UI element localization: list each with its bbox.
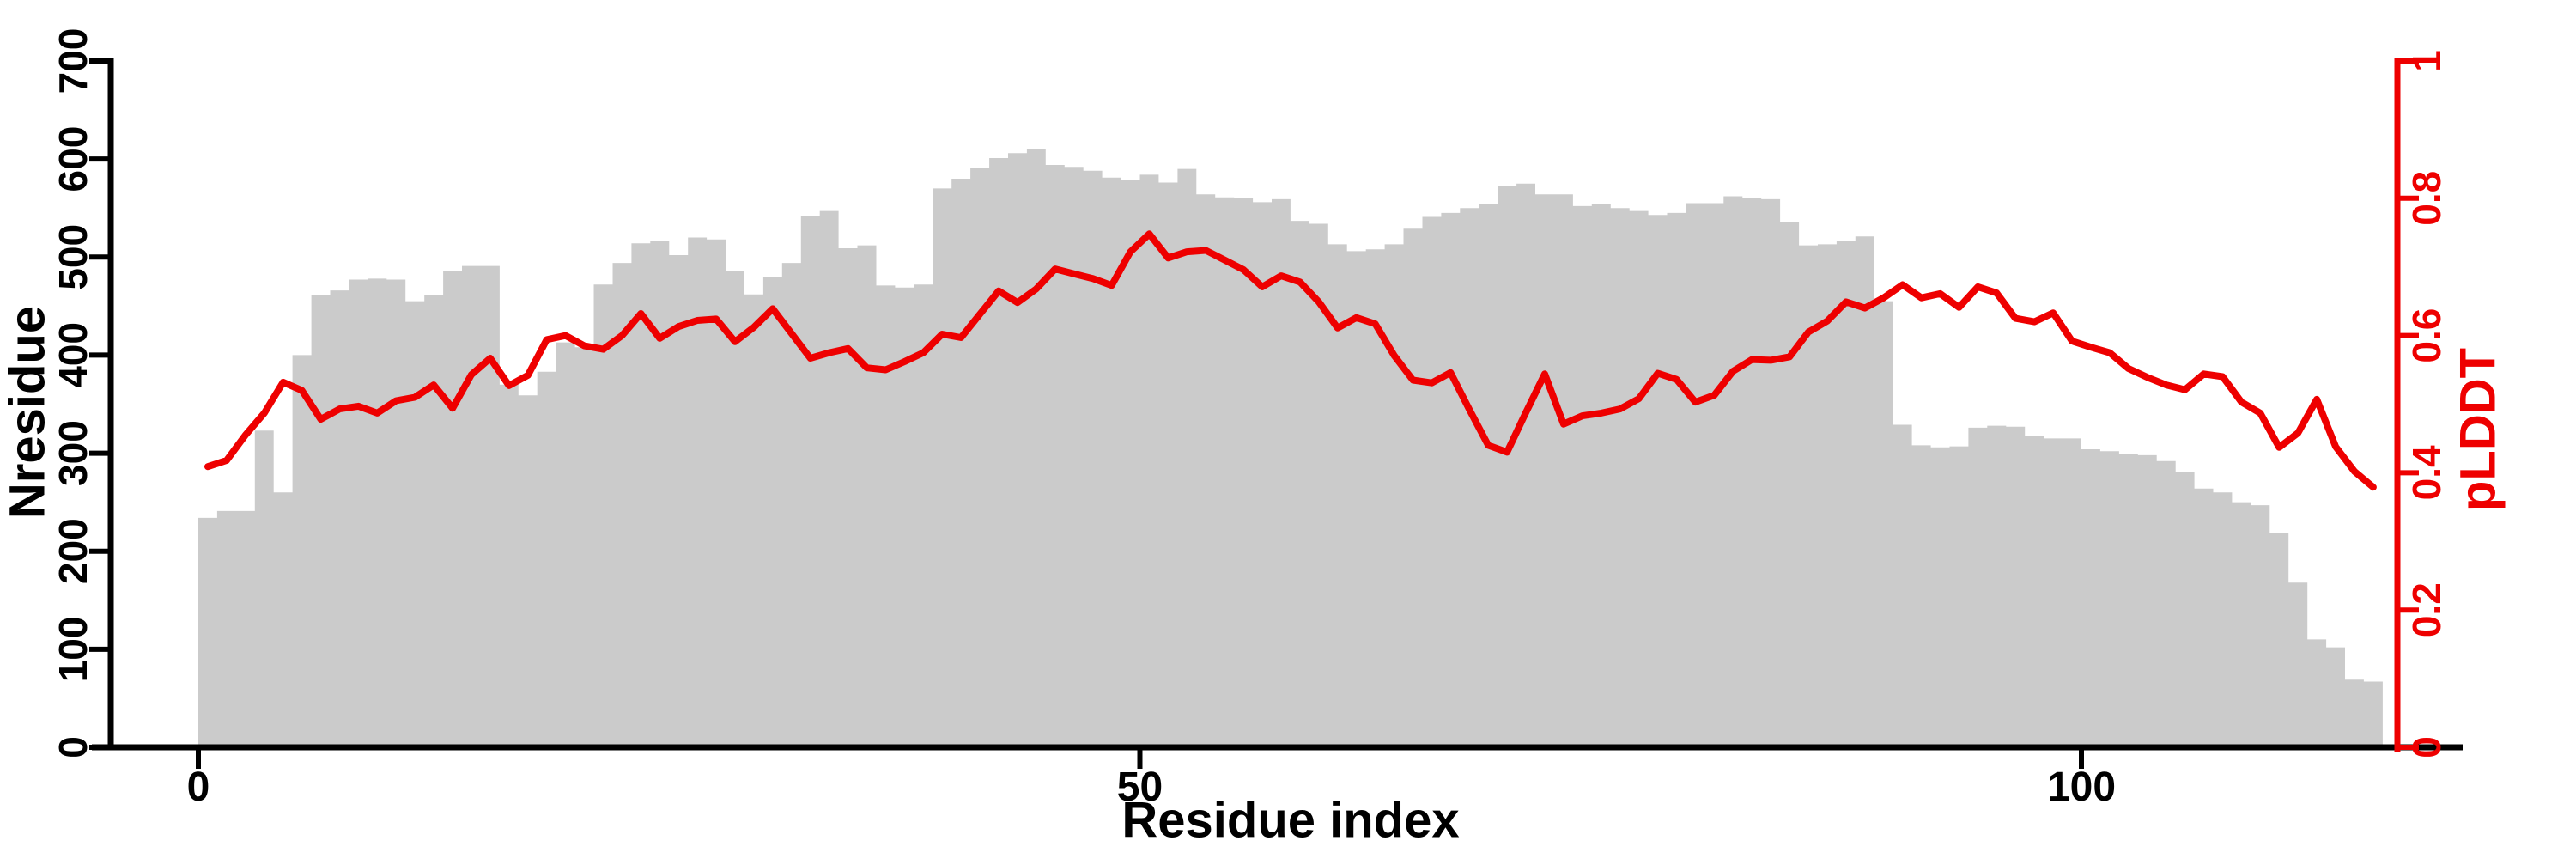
y-left-tick-label: 400 (51, 322, 95, 388)
y-right-tick-label: 0.8 (2404, 171, 2449, 226)
y-right-tick-label: 0.2 (2404, 582, 2449, 637)
y-right-tick-label: 0.4 (2404, 445, 2449, 500)
y-right-tick-label: 1 (2404, 50, 2449, 72)
x-axis-title: Residue index (1121, 792, 1460, 849)
x-tick-label: 100 (2047, 765, 2116, 810)
y-right-tick-label: 0 (2404, 736, 2449, 758)
y-left-tick-label: 0 (51, 736, 95, 758)
right-axis-title: pLDDT (2450, 347, 2506, 512)
y-left-tick-label: 100 (51, 617, 95, 683)
nresidue-bars (198, 149, 2383, 747)
x-tick-label: 50 (1117, 765, 1163, 810)
left-axis-title: Nresidue (0, 305, 56, 520)
y-left-tick-label: 700 (51, 28, 95, 94)
y-right-tick-label: 0.6 (2404, 308, 2449, 363)
y-left-tick-label: 500 (51, 224, 95, 290)
plddt-line (204, 230, 2377, 491)
y-left-tick-label: 300 (51, 420, 95, 486)
y-left-tick-label: 600 (51, 126, 95, 192)
y-left-tick-label: 200 (51, 518, 95, 584)
x-tick-label: 0 (187, 765, 210, 810)
